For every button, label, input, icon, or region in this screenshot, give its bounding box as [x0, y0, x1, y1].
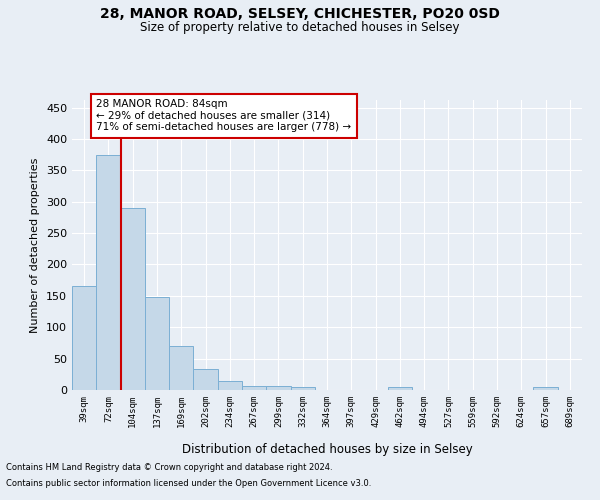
Bar: [242, 386, 266, 390]
Text: Contains public sector information licensed under the Open Government Licence v3: Contains public sector information licen…: [6, 478, 371, 488]
Text: Distribution of detached houses by size in Selsey: Distribution of detached houses by size …: [182, 442, 472, 456]
Bar: [218, 381, 242, 390]
Bar: [145, 297, 169, 390]
Bar: [96, 154, 121, 390]
Bar: [72, 286, 96, 390]
Text: Contains HM Land Registry data © Crown copyright and database right 2024.: Contains HM Land Registry data © Crown c…: [6, 464, 332, 472]
Text: 28 MANOR ROAD: 84sqm
← 29% of detached houses are smaller (314)
71% of semi-deta: 28 MANOR ROAD: 84sqm ← 29% of detached h…: [96, 99, 352, 132]
Bar: [533, 388, 558, 390]
Y-axis label: Number of detached properties: Number of detached properties: [31, 158, 40, 332]
Text: 28, MANOR ROAD, SELSEY, CHICHESTER, PO20 0SD: 28, MANOR ROAD, SELSEY, CHICHESTER, PO20…: [100, 8, 500, 22]
Bar: [388, 388, 412, 390]
Bar: [290, 387, 315, 390]
Bar: [193, 368, 218, 390]
Bar: [266, 386, 290, 390]
Bar: [169, 346, 193, 390]
Bar: [121, 208, 145, 390]
Text: Size of property relative to detached houses in Selsey: Size of property relative to detached ho…: [140, 21, 460, 34]
